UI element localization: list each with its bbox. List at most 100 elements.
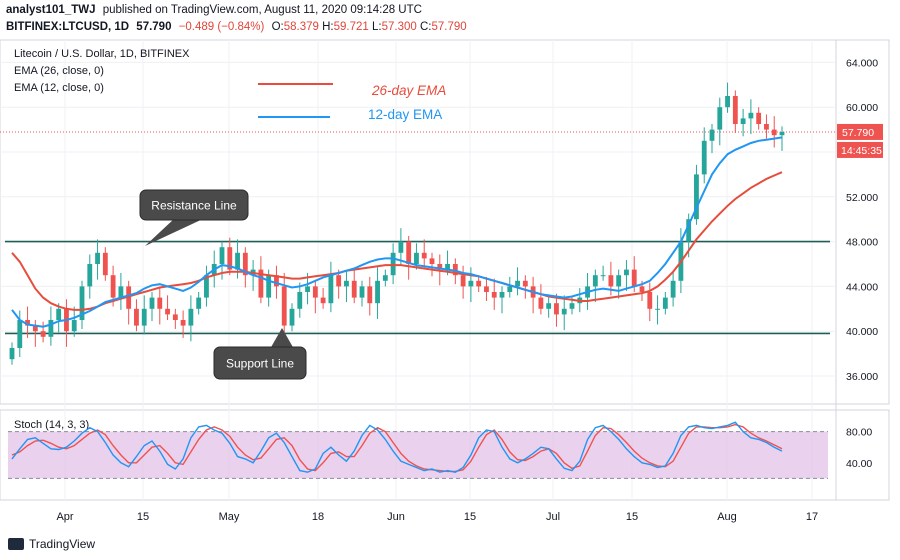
- candle-body: [79, 286, 85, 320]
- candle[interactable]: [40, 321, 46, 343]
- candle[interactable]: [460, 265, 466, 299]
- candle[interactable]: [126, 280, 132, 325]
- candle[interactable]: [359, 280, 365, 307]
- candle[interactable]: [56, 303, 62, 333]
- candle[interactable]: [297, 282, 303, 318]
- candle-body: [126, 286, 132, 309]
- candle[interactable]: [165, 295, 170, 320]
- y-tick-label: 40.000: [846, 326, 878, 338]
- candle[interactable]: [258, 256, 264, 304]
- candle[interactable]: [204, 265, 209, 307]
- candle[interactable]: [32, 320, 38, 347]
- candle[interactable]: [242, 247, 248, 288]
- candle[interactable]: [740, 108, 746, 137]
- candle[interactable]: [406, 236, 412, 280]
- candle[interactable]: [709, 124, 715, 154]
- candle[interactable]: [468, 267, 474, 303]
- candle[interactable]: [196, 292, 202, 315]
- candle[interactable]: [17, 310, 23, 357]
- candle-body: [172, 314, 178, 320]
- candle[interactable]: [624, 260, 629, 291]
- candle[interactable]: [87, 254, 93, 299]
- candle[interactable]: [779, 126, 785, 151]
- candle[interactable]: [476, 275, 482, 292]
- candle[interactable]: [530, 276, 536, 314]
- candle[interactable]: [662, 292, 668, 315]
- candle[interactable]: [655, 295, 660, 325]
- candle[interactable]: [102, 247, 108, 281]
- candle[interactable]: [748, 99, 754, 135]
- candle[interactable]: [157, 288, 163, 325]
- candle[interactable]: [398, 228, 404, 266]
- ohlc-close: C:57.790: [419, 21, 467, 33]
- candle[interactable]: [312, 280, 318, 314]
- candle[interactable]: [336, 269, 342, 299]
- candle[interactable]: [694, 164, 699, 225]
- candle[interactable]: [701, 127, 707, 184]
- candle[interactable]: [546, 297, 552, 318]
- candle[interactable]: [764, 114, 769, 139]
- candle[interactable]: [522, 275, 528, 299]
- candle[interactable]: [149, 292, 155, 322]
- candle-body: [429, 258, 435, 264]
- candle[interactable]: [188, 295, 194, 342]
- candle[interactable]: [328, 261, 334, 313]
- y-tick-label: 48.000: [846, 237, 878, 249]
- candle[interactable]: [515, 267, 520, 296]
- candle-body: [515, 280, 520, 287]
- candle[interactable]: [382, 269, 388, 287]
- candle[interactable]: [134, 299, 139, 332]
- candle[interactable]: [375, 267, 380, 319]
- candle[interactable]: [592, 269, 598, 303]
- candle[interactable]: [71, 306, 77, 337]
- candle[interactable]: [344, 271, 349, 303]
- candle[interactable]: [538, 284, 544, 315]
- candle-body: [344, 280, 349, 287]
- candle[interactable]: [491, 278, 497, 310]
- candle-body: [359, 286, 365, 298]
- candle[interactable]: [554, 293, 559, 327]
- price-chart[interactable]: 64.00060.00056.00052.00048.00044.00040.0…: [0, 38, 900, 532]
- candle[interactable]: [48, 306, 54, 346]
- candle[interactable]: [180, 310, 186, 338]
- candle[interactable]: [725, 82, 730, 113]
- candle[interactable]: [561, 295, 567, 331]
- candle[interactable]: [484, 276, 489, 301]
- candle[interactable]: [499, 286, 505, 314]
- candle[interactable]: [289, 303, 295, 332]
- candle[interactable]: [367, 276, 373, 316]
- candle[interactable]: [351, 267, 357, 304]
- candle[interactable]: [756, 107, 762, 130]
- author-name[interactable]: analyst101_TWJ: [6, 4, 96, 16]
- candle[interactable]: [25, 306, 30, 338]
- candle-body: [281, 286, 287, 326]
- candle[interactable]: [9, 342, 15, 365]
- candle-body: [437, 264, 443, 270]
- candle-body: [149, 297, 155, 309]
- candle[interactable]: [141, 295, 147, 335]
- candle[interactable]: [227, 237, 233, 276]
- candle[interactable]: [172, 308, 178, 329]
- resistance-callout[interactable]: Resistance Line: [139, 189, 249, 246]
- candle[interactable]: [600, 265, 606, 281]
- candle[interactable]: [717, 97, 723, 146]
- tradingview-logo[interactable]: TradingView: [8, 537, 95, 551]
- candle-body: [507, 286, 513, 292]
- candle[interactable]: [118, 272, 124, 310]
- candle[interactable]: [320, 288, 326, 309]
- ema12-line: [11, 136, 783, 328]
- candle[interactable]: [616, 269, 622, 299]
- candle[interactable]: [421, 239, 427, 268]
- y-tick-label: 52.000: [846, 192, 878, 204]
- candle[interactable]: [507, 276, 513, 298]
- candle[interactable]: [647, 282, 653, 322]
- candle[interactable]: [429, 252, 435, 277]
- candle[interactable]: [670, 271, 676, 307]
- candle[interactable]: [79, 280, 85, 329]
- candle[interactable]: [771, 116, 777, 148]
- candle[interactable]: [732, 90, 738, 133]
- candle[interactable]: [390, 243, 396, 285]
- support-callout[interactable]: Support Line: [213, 328, 307, 380]
- candle-body: [639, 286, 645, 292]
- candle[interactable]: [95, 239, 100, 280]
